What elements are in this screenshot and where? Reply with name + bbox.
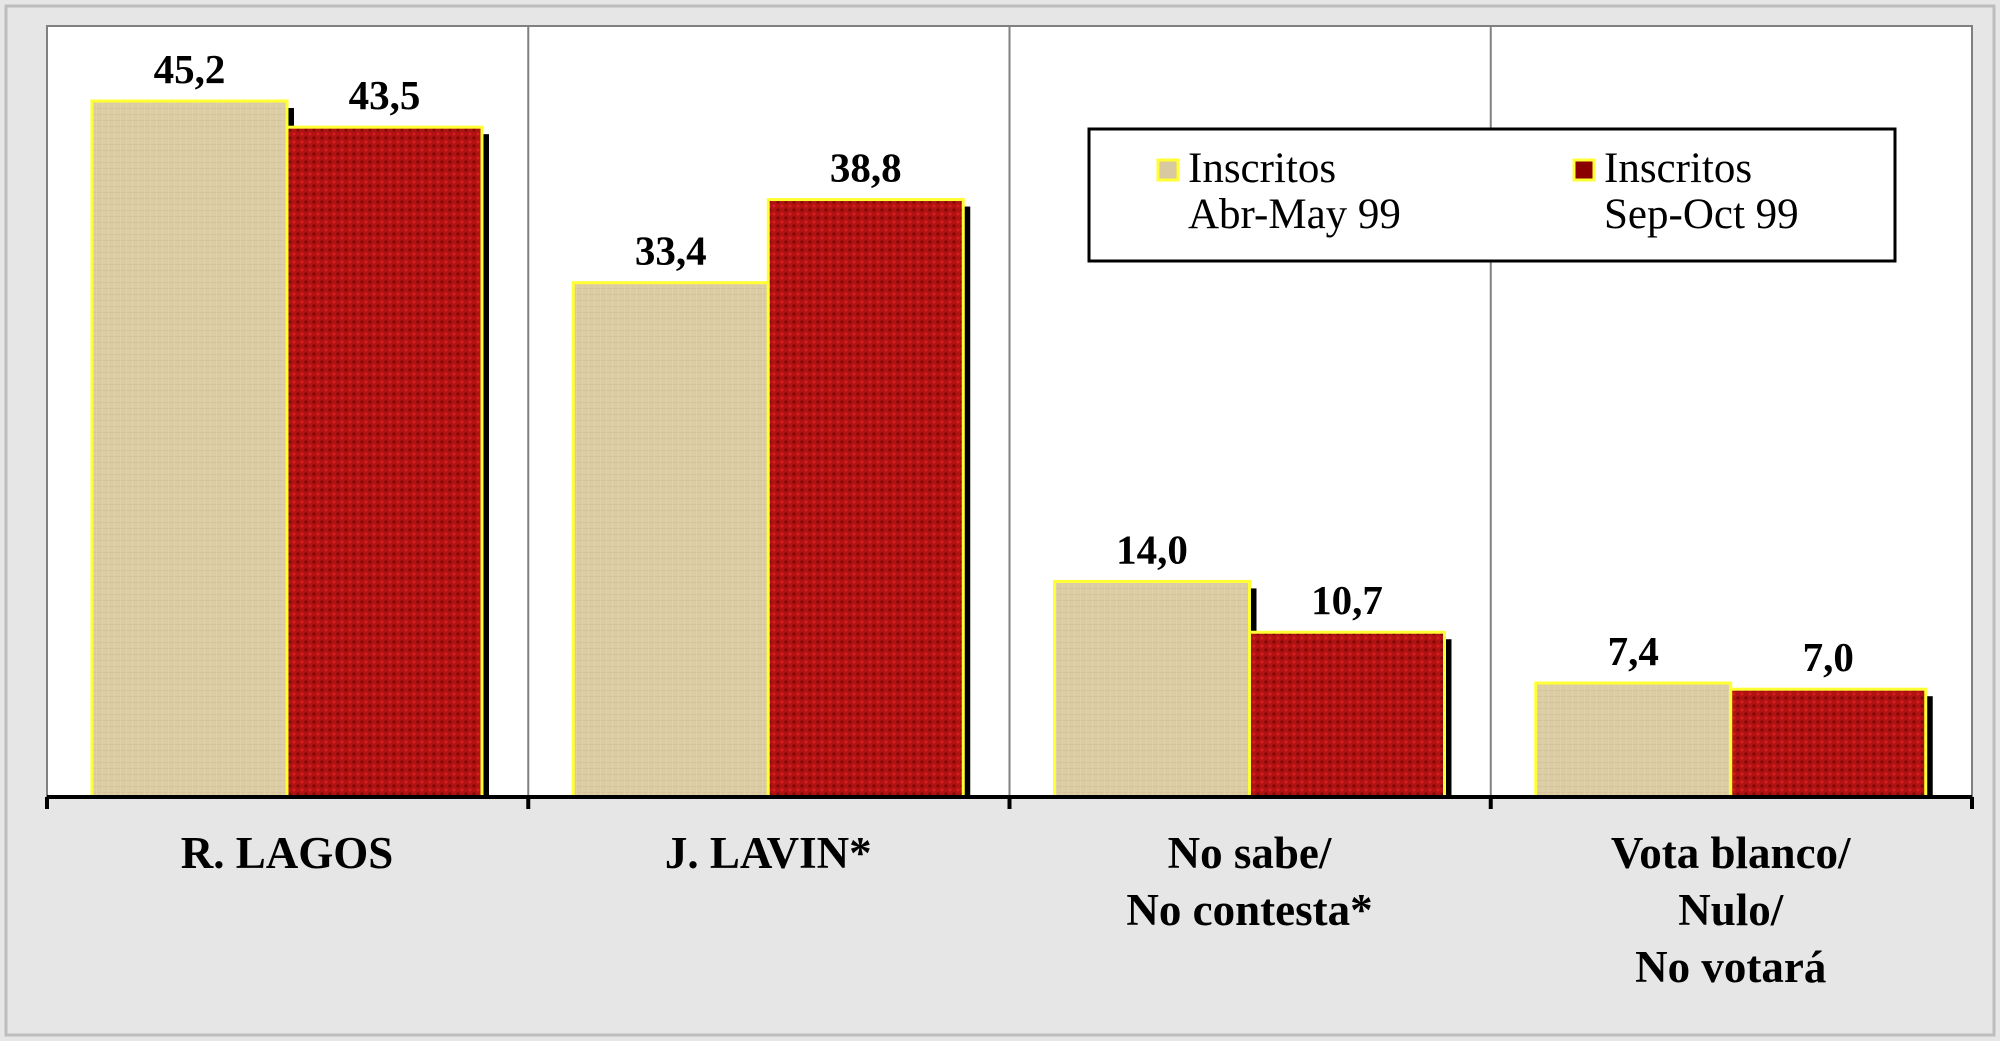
bar-abr-may-0 bbox=[90, 99, 289, 799]
bars bbox=[90, 99, 1933, 799]
legend-box bbox=[1087, 127, 1897, 263]
category-label: No sabe/ bbox=[1168, 828, 1332, 878]
value-label: 45,2 bbox=[154, 46, 226, 92]
value-label: 7,4 bbox=[1608, 628, 1659, 674]
value-label: 7,0 bbox=[1803, 634, 1854, 680]
bar-sep-oct-2 bbox=[1248, 630, 1446, 799]
bar-abr-may-2 bbox=[1053, 579, 1251, 799]
legend-entry-label: Sep-Oct 99 bbox=[1604, 191, 1799, 238]
value-labels: 45,2 33,4 14,0 7,4 43,5 38,8 10,7 7,0 bbox=[154, 46, 1854, 680]
category-label: Vota blanco/ bbox=[1611, 828, 1851, 878]
bar-sep-oct-3 bbox=[1729, 687, 1928, 799]
value-label: 33,4 bbox=[635, 228, 707, 274]
value-label: 38,8 bbox=[830, 145, 902, 191]
legend-entry-label: Abr-May 99 bbox=[1188, 191, 1401, 238]
value-label: 14,0 bbox=[1116, 526, 1188, 572]
category-label: No contesta* bbox=[1126, 885, 1372, 935]
x-axis-ticks bbox=[45, 797, 1974, 809]
value-label: 43,5 bbox=[349, 72, 421, 118]
bar-abr-may-3 bbox=[1534, 681, 1733, 799]
bar-sep-oct-1 bbox=[766, 198, 965, 799]
category-label: Nulo/ bbox=[1678, 885, 1784, 935]
value-label: 10,7 bbox=[1311, 577, 1383, 623]
legend-swatch bbox=[1156, 158, 1180, 182]
legend-swatch bbox=[1572, 158, 1596, 182]
category-label: J. LAVIN* bbox=[665, 828, 872, 878]
legend-entry-label: Inscritos bbox=[1604, 145, 1752, 192]
category-label: No votará bbox=[1635, 942, 1826, 992]
bar-abr-may-1 bbox=[571, 281, 770, 799]
legend-entry-label: Inscritos bbox=[1188, 145, 1336, 192]
bar-sep-oct-0 bbox=[285, 125, 484, 799]
category-label: R. LAGOS bbox=[181, 828, 394, 878]
category-labels: R. LAGOS J. LAVIN* No sabe/No contesta* Vot… bbox=[181, 828, 1851, 992]
